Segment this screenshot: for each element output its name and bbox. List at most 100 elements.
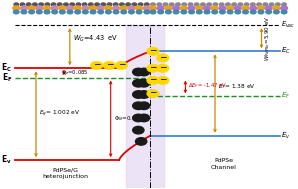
Circle shape [121,10,127,14]
Circle shape [204,10,210,14]
Circle shape [176,3,180,6]
Circle shape [173,10,179,14]
Circle shape [281,10,287,14]
Circle shape [257,3,261,6]
Circle shape [44,6,50,10]
Circle shape [157,6,164,10]
Circle shape [136,10,142,14]
Circle shape [39,3,44,6]
Circle shape [150,10,156,14]
Circle shape [98,10,103,14]
Circle shape [33,3,37,6]
Circle shape [276,3,280,6]
Circle shape [258,10,264,14]
Text: $E_g$= 1.002 eV: $E_g$= 1.002 eV [39,109,80,119]
Text: $\Phi_e$=0.085: $\Phi_e$=0.085 [61,68,89,77]
Text: −: − [149,46,157,55]
Circle shape [136,6,142,10]
Circle shape [188,3,193,6]
Circle shape [51,3,56,6]
Circle shape [150,6,156,10]
Circle shape [133,126,144,134]
Circle shape [89,3,93,6]
Circle shape [166,10,171,14]
Circle shape [138,102,150,109]
Circle shape [138,3,143,6]
Text: −: − [105,60,113,69]
Circle shape [95,3,99,6]
Circle shape [136,138,147,145]
Circle shape [133,80,144,87]
Circle shape [27,3,31,6]
Circle shape [182,3,187,6]
Text: −: − [93,60,100,69]
Circle shape [232,3,236,6]
Text: −: − [159,53,167,62]
Circle shape [70,3,74,6]
Circle shape [105,10,111,14]
Text: −: − [149,88,157,98]
Circle shape [133,91,144,98]
Circle shape [45,3,49,6]
Circle shape [120,6,127,10]
Circle shape [219,3,224,6]
Circle shape [273,6,280,10]
Circle shape [266,10,271,14]
Circle shape [207,3,211,6]
Circle shape [82,3,87,6]
Circle shape [115,61,128,70]
Circle shape [144,10,150,14]
Circle shape [157,54,169,62]
Circle shape [257,6,264,10]
Text: $\Phi_N$=0.917: $\Phi_N$=0.917 [114,114,143,123]
Circle shape [219,6,226,10]
Circle shape [59,6,66,10]
Circle shape [158,10,164,14]
Text: −: − [159,75,167,84]
Circle shape [244,3,249,6]
Circle shape [101,3,105,6]
Circle shape [44,10,50,14]
Circle shape [147,64,159,72]
Circle shape [138,91,150,98]
Circle shape [83,10,88,14]
Circle shape [52,10,58,14]
Circle shape [181,6,187,10]
Circle shape [220,10,225,14]
Circle shape [138,114,150,122]
Circle shape [265,6,272,10]
Circle shape [165,6,172,10]
Circle shape [238,3,243,6]
Circle shape [90,61,103,70]
Circle shape [76,3,81,6]
Circle shape [281,6,288,10]
Circle shape [250,10,256,14]
Circle shape [60,10,65,14]
Circle shape [113,6,119,10]
Circle shape [282,3,286,6]
Circle shape [28,6,35,10]
Circle shape [36,10,42,14]
Text: $\Delta E_F$= -1.47 eV: $\Delta E_F$= -1.47 eV [188,81,227,90]
Circle shape [181,10,187,14]
Circle shape [133,68,144,76]
Circle shape [20,3,25,6]
Circle shape [126,3,131,6]
Circle shape [21,6,27,10]
Circle shape [157,76,169,84]
Circle shape [67,10,73,14]
Circle shape [204,6,210,10]
Circle shape [173,6,179,10]
Circle shape [196,6,203,10]
Circle shape [235,6,241,10]
Text: $E_C$: $E_C$ [281,46,291,57]
Circle shape [58,3,62,6]
Circle shape [14,3,18,6]
Circle shape [274,10,279,14]
Circle shape [157,64,169,72]
Text: −: − [118,60,125,69]
Circle shape [120,3,124,6]
Circle shape [107,3,112,6]
Circle shape [36,6,43,10]
Circle shape [67,6,73,10]
